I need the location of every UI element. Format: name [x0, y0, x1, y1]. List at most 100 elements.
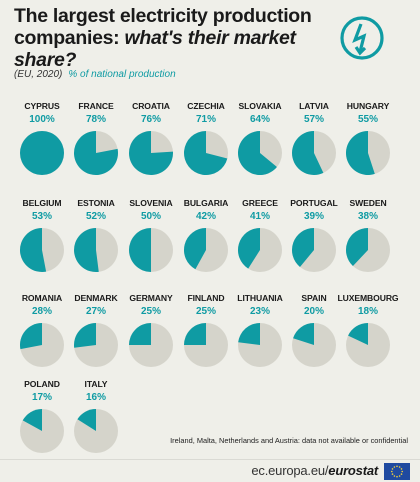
pie-value-spain: 20%: [303, 306, 324, 317]
pie-luxembourg: [346, 323, 390, 367]
pie-label-belgium: BELGIUM: [22, 198, 62, 208]
pie-value-denmark: 27%: [85, 306, 106, 317]
pie-latvia: [292, 131, 336, 175]
pie-finland: [184, 323, 228, 367]
pie-italy: [74, 409, 118, 453]
pie-slice-slovenia: [129, 228, 151, 272]
pie-slice-hungary: [345, 131, 375, 175]
pie-value-germany: 25%: [140, 306, 161, 317]
pie-label-poland: POLAND: [24, 379, 60, 389]
pie-value-france: 78%: [85, 114, 106, 125]
pie-label-finland: FINLAND: [187, 293, 225, 303]
pie-label-slovenia: SLOVENIA: [129, 198, 173, 208]
title-line1: The largest electricity production: [14, 5, 312, 27]
pie-label-portugal: PORTUGAL: [290, 198, 338, 208]
pie-slovakia: [237, 131, 282, 175]
pie-slice-sweden: [345, 228, 368, 267]
pie-value-slovenia: 50%: [140, 211, 161, 222]
pie-value-greece: 41%: [249, 211, 270, 222]
title-line2-bold: companies:: [14, 27, 120, 49]
pie-slice-luxembourg: [348, 323, 368, 345]
pie-romania: [20, 323, 64, 367]
pie-value-sweden: 38%: [357, 211, 378, 222]
pie-france: [73, 131, 118, 175]
subtitle-unit: % of national production: [68, 69, 176, 80]
pie-poland: [20, 409, 64, 453]
pie-lithuania: [238, 323, 282, 367]
pie-value-hungary: 55%: [357, 114, 378, 125]
pie-label-cyprus: CYPRUS: [24, 101, 60, 111]
pie-slovenia: [129, 228, 173, 272]
pie-spain: [292, 323, 336, 367]
pie-label-croatia: CROATIA: [132, 101, 170, 111]
pie-bulgaria: [183, 228, 228, 272]
chart-title: The largest electricity production compa…: [14, 5, 334, 71]
pie-label-denmark: DENMARK: [74, 293, 118, 303]
eu-flag-icon: [384, 463, 410, 480]
pie-slice-finland: [184, 323, 206, 345]
pie-value-luxembourg: 18%: [357, 306, 378, 317]
source-link[interactable]: ec.europa.eu/eurostat: [251, 463, 378, 478]
pie-label-lithuania: LITHUANIA: [237, 293, 283, 303]
pie-belgium: [19, 228, 64, 272]
pie-slice-latvia: [292, 131, 324, 175]
pie-label-italy: ITALY: [84, 379, 108, 389]
pie-greece: [237, 228, 282, 272]
pie-value-finland: 25%: [195, 306, 216, 317]
pie-germany: [129, 323, 173, 367]
pie-slice-italy: [77, 409, 96, 431]
pie-value-estonia: 52%: [85, 211, 106, 222]
pie-label-france: FRANCE: [78, 101, 114, 111]
pie-slice-greece: [237, 228, 260, 269]
pie-value-croatia: 76%: [140, 114, 161, 125]
pie-croatia: [129, 131, 174, 175]
pie-slice-denmark: [73, 323, 96, 348]
pie-slice-germany: [129, 323, 151, 345]
pie-hungary: [345, 131, 390, 175]
pie-value-bulgaria: 42%: [195, 211, 216, 222]
pie-slice-romania: [20, 323, 42, 350]
pie-label-spain: SPAIN: [301, 293, 327, 303]
pie-label-latvia: LATVIA: [299, 101, 329, 111]
pie-label-greece: GREECE: [242, 198, 278, 208]
pie-label-bulgaria: BULGARIA: [183, 198, 229, 208]
pie-value-latvia: 57%: [303, 114, 324, 125]
pie-label-slovakia: SLOVAKIA: [238, 101, 282, 111]
pie-label-sweden: SWEDEN: [349, 198, 387, 208]
pie-slice-portugal: [292, 228, 314, 267]
pie-value-italy: 16%: [85, 392, 106, 403]
pie-slice-france: [73, 131, 118, 175]
pie-label-romania: ROMANIA: [21, 293, 63, 303]
pie-value-lithuania: 23%: [249, 306, 270, 317]
pie-sweden: [345, 228, 390, 272]
pie-value-romania: 28%: [31, 306, 52, 317]
footer: ec.europa.eu/eurostat: [0, 459, 420, 482]
pie-czechia: [184, 131, 228, 175]
pie-label-estonia: ESTONIA: [77, 198, 115, 208]
pie-value-slovakia: 64%: [249, 114, 270, 125]
pie-value-portugal: 39%: [303, 211, 324, 222]
pie-label-czechia: CZECHIA: [187, 101, 225, 111]
data-note: Ireland, Malta, Netherlands and Austria:…: [170, 436, 408, 445]
pie-value-poland: 17%: [31, 392, 52, 403]
pie-value-czechia: 71%: [195, 114, 216, 125]
title-line2-italic: what's their market share?: [14, 27, 296, 71]
pie-slice-croatia: [129, 131, 174, 175]
pie-cyprus: [20, 131, 64, 175]
pie-slice-slovakia: [237, 131, 277, 175]
pie-denmark: [73, 323, 118, 367]
pie-slice-spain: [293, 323, 314, 345]
pie-slice-cyprus: [20, 131, 64, 175]
pie-slice-poland: [22, 409, 42, 431]
pie-value-belgium: 53%: [31, 211, 52, 222]
source-brand: eurostat: [328, 463, 378, 478]
pie-slice-bulgaria: [183, 228, 206, 270]
pie-label-hungary: HUNGARY: [346, 101, 390, 111]
pie-value-cyprus: 100%: [29, 114, 55, 125]
pie-slice-czechia: [184, 131, 228, 175]
pie-portugal: [292, 228, 336, 272]
pie-label-germany: GERMANY: [129, 293, 173, 303]
lightning-bolt-icon: [340, 16, 384, 60]
pie-label-luxembourg: LUXEMBOURG: [337, 293, 399, 303]
pie-slice-estonia: [74, 228, 99, 272]
